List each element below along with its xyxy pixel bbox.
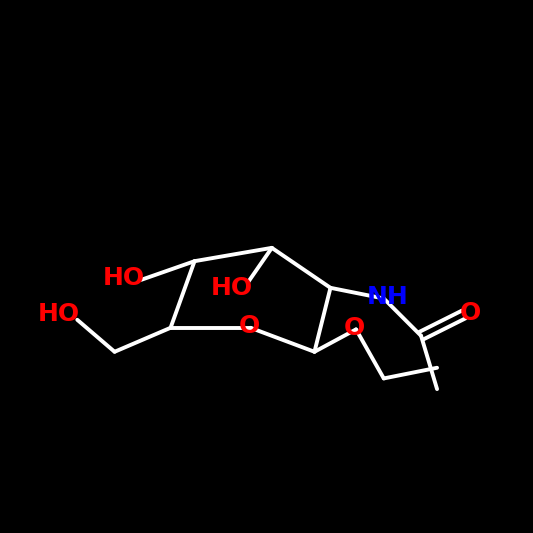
Text: O: O: [459, 301, 481, 325]
Text: HO: HO: [211, 276, 253, 300]
Text: HO: HO: [37, 302, 80, 327]
Text: O: O: [343, 316, 365, 340]
Text: HO: HO: [103, 266, 146, 290]
Text: O: O: [238, 314, 260, 338]
Text: NH: NH: [367, 285, 409, 309]
